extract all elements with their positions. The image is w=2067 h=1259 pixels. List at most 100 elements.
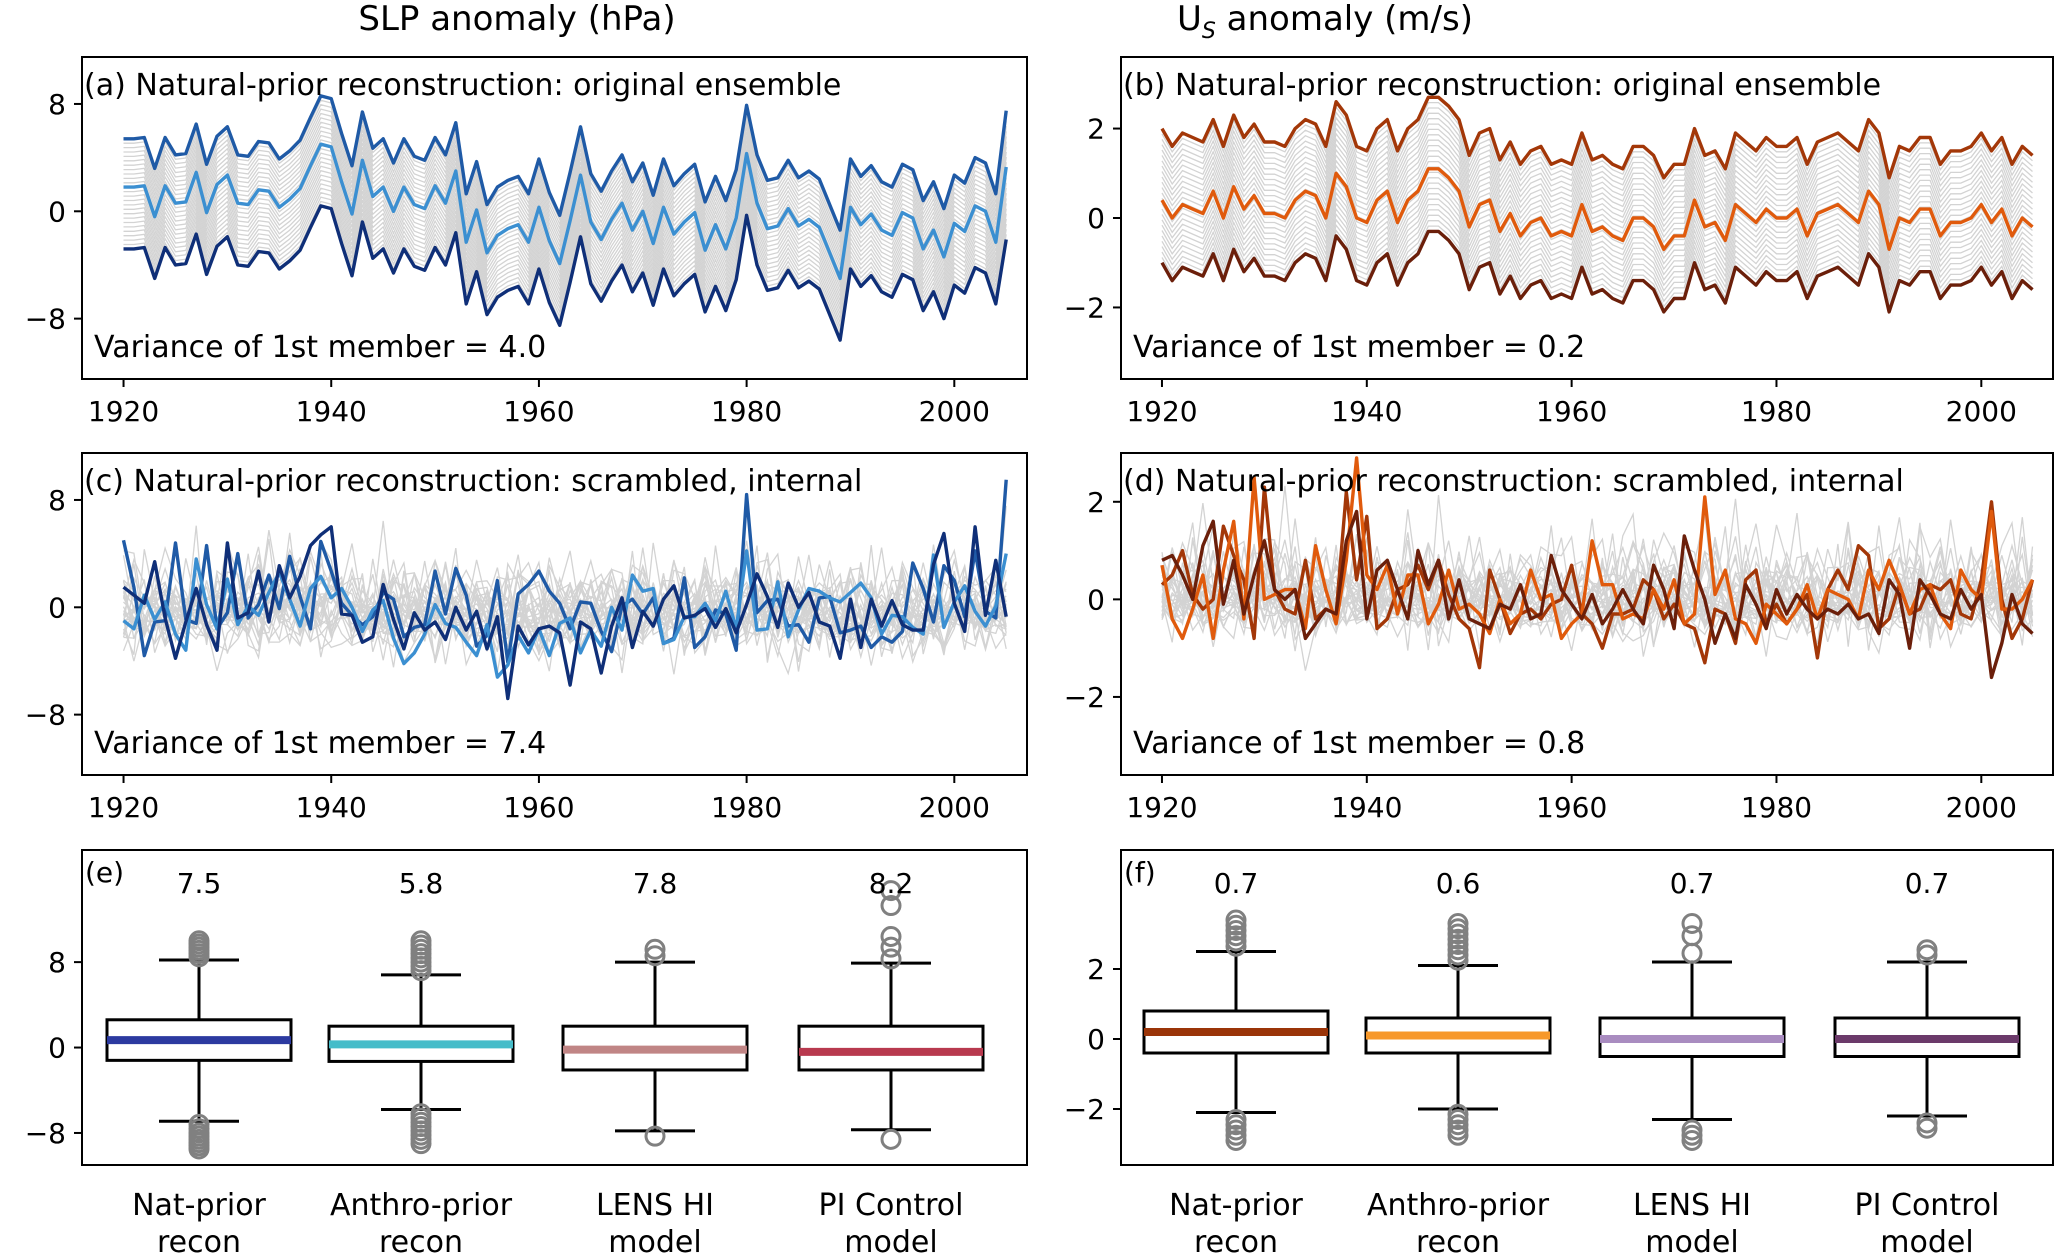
outlier-point (644, 938, 666, 960)
panel-b-series-3 (1160, 229, 2034, 314)
panel-f-ytick-label: 2 (1087, 953, 1105, 986)
panel-d-ensemble-line (1161, 546, 2033, 637)
panel-c-variance-annotation: Variance of 1st member = 7.4 (94, 726, 546, 761)
panel-d-frame (1120, 452, 2054, 776)
panel-b-ensemble-line (1161, 155, 2033, 240)
panel-b-ensemble-line (1161, 193, 2033, 277)
panel-a: 1920 1940 1960 1980 2000 −8 0 8 (a) Natural-prio… (25, 56, 1028, 428)
panel-c-xtick-label: 1980 (711, 791, 782, 824)
outlier-point (410, 1133, 432, 1155)
panel-b-ensemble-line (1161, 209, 2033, 293)
column-title-us: US anomaly (m/s) (1177, 0, 1473, 44)
panel-b-xtick-label: 1960 (1536, 395, 1607, 428)
outlier-point (644, 945, 666, 967)
panel-f-title: (f) (1124, 856, 1156, 889)
panel-b-xtick-label: 2000 (1946, 395, 2017, 428)
box-category-label: Anthro-prior (1367, 1188, 1550, 1223)
panel-b-xtick-label: 1940 (1331, 395, 1402, 428)
panel-b-ytick-label: 0 (1087, 202, 1105, 235)
panel-a-ensemble-line (123, 156, 1007, 295)
panel-e: −808(e) 7.5Nat-priorrecon5.8Anthro-priorr… (25, 849, 1028, 1259)
panel-a-variance-annotation: Variance of 1st member = 4.0 (94, 330, 546, 365)
panel-d-ensemble-line (1161, 543, 2034, 671)
panel-c-ensemble-line (122, 529, 1007, 649)
panel-a-ensemble-line (123, 183, 1007, 321)
box-category-label-line2: model (608, 1225, 701, 1259)
panel-b-ensemble-line (1161, 182, 2033, 267)
panel-b-ensemble-line (1161, 203, 2033, 288)
box-category-label-line2: recon (379, 1225, 463, 1259)
panel-c-series-3 (122, 525, 1008, 701)
box-category-label: Nat-prior (1169, 1188, 1303, 1223)
panel-b-ensemble-line (1161, 187, 2033, 272)
panel-d-xtick-label: 1920 (1126, 791, 1197, 824)
panel-b-ensemble-line (1161, 139, 2033, 224)
outlier-point (880, 895, 902, 917)
panel-c-series-2 (122, 549, 1008, 679)
outlier-point (1225, 1130, 1247, 1151)
box-category-label-line2: recon (1194, 1225, 1278, 1259)
outlier-point (880, 936, 902, 958)
box-category-label-line2: model (844, 1225, 937, 1259)
panel-f-frame (1120, 849, 2054, 1166)
outlier-point (1447, 1124, 1469, 1146)
panel-d-series-2 (1160, 456, 2035, 645)
panel-f-ytick-label: −2 (1064, 1093, 1105, 1126)
box-variance-label: 7.5 (177, 867, 222, 900)
panel-e-frame (81, 849, 1028, 1166)
panel-a-plot-area (123, 94, 1008, 343)
panel-d-plot-area (1160, 456, 2035, 680)
panel-d-ensemble (1161, 485, 2034, 671)
panel-a-ensemble-line (123, 178, 1007, 317)
box-variance-label: 5.8 (399, 867, 444, 900)
panel-c: 1920 1940 1960 1980 2000 −8 0 8 (c) Natural-prio… (25, 452, 1028, 824)
panel-a-frame (81, 56, 1028, 380)
panel-d-variance-annotation: Variance of 1st member = 0.8 (1133, 726, 1585, 761)
box-variance-label: 0.7 (1905, 867, 1950, 900)
outlier-point (1681, 942, 1703, 964)
panel-d-title: (d) Natural-prior reconstruction: scramb… (1123, 464, 1904, 499)
panel-d-xtick-label: 1940 (1331, 791, 1402, 824)
panel-d-xtick-label: 2000 (1946, 791, 2017, 824)
outlier-point (1225, 909, 1247, 931)
panel-a-ensemble-line (123, 103, 1007, 242)
panel-c-title: (c) Natural-prior reconstruction: scramb… (84, 464, 862, 499)
panel-c-xtick-label: 2000 (919, 791, 990, 824)
panel-b-ensemble-line (1161, 150, 2033, 234)
panel-a-ensemble-line (123, 125, 1007, 264)
panel-b-ensemble-line (1161, 123, 2033, 208)
panel-b-ensemble-line (1161, 112, 2033, 197)
box-variance-label: 0.6 (1436, 867, 1481, 900)
panel-c-plot-area (121, 479, 1008, 701)
box-category-label: Nat-prior (132, 1188, 266, 1223)
panel-c-xtick-label: 1940 (296, 791, 367, 824)
panel-d-xtick-label: 1960 (1536, 791, 1607, 824)
panel-a-ensemble-line (123, 108, 1007, 246)
panel-a-ensemble-line (123, 121, 1007, 259)
panel-a-ensemble-line (123, 165, 1007, 303)
panel-b-ensemble-line (1161, 220, 2033, 304)
box-category-label: PI Control (1855, 1188, 2000, 1223)
panel-c-xtick-label: 1960 (503, 791, 574, 824)
panel-d-xtick-label: 1980 (1741, 791, 1812, 824)
box-category-label-line2: model (1645, 1225, 1738, 1259)
panel-a-ensemble-line (123, 196, 1007, 334)
panel-e-ytick-label: −8 (25, 1117, 66, 1150)
panel-a-xtick-label: 1940 (296, 395, 367, 428)
panel-a-xtick-label: 2000 (919, 395, 990, 428)
panel-e-ytick-label: 8 (48, 946, 66, 979)
panel-c-series-1 (121, 479, 1008, 664)
box-category-label: LENS HI (1633, 1188, 1751, 1223)
box-variance-label: 0.7 (1670, 867, 1715, 900)
panel-a-xtick-label: 1920 (88, 395, 159, 428)
panel-d-ytick-label: 2 (1087, 486, 1105, 519)
panel-a-ensemble-line (123, 191, 1007, 330)
panel-b-ytick-label: −2 (1064, 291, 1105, 324)
outlier-point (1916, 1117, 1938, 1139)
